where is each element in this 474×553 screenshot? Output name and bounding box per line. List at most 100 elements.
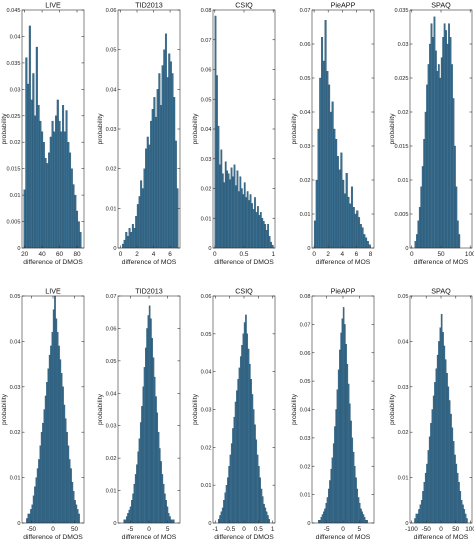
histogram-bars <box>313 20 371 249</box>
histogram-bar <box>51 120 54 249</box>
histogram-bar <box>350 186 354 249</box>
histogram-bar <box>164 33 167 249</box>
histogram-bar <box>325 502 328 524</box>
histogram-bar <box>454 145 456 249</box>
histogram-bar <box>459 491 462 524</box>
histogram-bar <box>337 369 340 524</box>
histogram-bar <box>319 77 322 249</box>
histogram-bar <box>418 207 421 249</box>
histogram-bar <box>415 234 418 249</box>
histogram-bar <box>48 152 51 249</box>
histogram-bar <box>357 497 360 524</box>
y-axis-label: probability <box>1 393 8 425</box>
histogram-bar <box>36 468 39 524</box>
histogram-bar <box>356 210 359 249</box>
y-axis-label: probability <box>97 393 104 425</box>
histogram-bar <box>59 359 62 524</box>
histogram-bar <box>261 218 264 249</box>
histogram-bar <box>332 443 335 524</box>
histogram-bar <box>237 191 240 249</box>
y-tick-label: 0.08 <box>300 294 311 300</box>
histogram-bar <box>444 359 447 524</box>
histogram-bar <box>317 128 320 249</box>
histogram-bar <box>230 443 233 524</box>
histogram-bar <box>47 368 50 524</box>
histogram-bar <box>315 179 318 249</box>
histogram-bar <box>427 450 430 524</box>
y-tick-label: 0.045 <box>7 8 21 14</box>
histogram-panel-4: 0 0.01 0.02 0.03 0.04 0.05 0.06 0.07 0 2 4 6 8 PieAPP… <box>291 1 375 266</box>
histogram-bar <box>336 156 339 249</box>
histogram-bar <box>43 409 46 524</box>
histogram-bar <box>263 503 265 524</box>
y-tick-label: 0.06 <box>106 326 117 332</box>
histogram-bar <box>236 390 238 524</box>
histogram-bar <box>160 461 162 524</box>
histogram-bar <box>260 488 263 524</box>
histogram-bar <box>171 519 174 524</box>
histogram-bar <box>223 500 225 524</box>
histogram-bar <box>458 481 460 524</box>
x-axis-label: difference of MOS <box>122 534 177 541</box>
histogram-bar <box>356 488 359 524</box>
y-tick-label: 0.07 <box>201 38 212 44</box>
x-tick-label: 50 <box>437 251 445 258</box>
histogram-bar <box>27 83 30 249</box>
y-tick-label: 0.02 <box>10 140 21 146</box>
chart-title: PieAPP <box>331 287 356 296</box>
histogram-bar <box>219 515 221 524</box>
histogram-bar <box>331 457 334 524</box>
x-tick-label: 2 <box>326 251 330 258</box>
y-tick-label: 0.07 <box>300 322 311 328</box>
histogram-bar <box>341 318 344 524</box>
histogram-bar <box>223 182 226 249</box>
histogram-bar <box>134 474 137 524</box>
y-tick-label: 0.02 <box>106 167 117 173</box>
histogram-bar <box>264 507 267 524</box>
y-tick-label: 0 <box>208 521 211 527</box>
histogram-bar <box>161 474 164 524</box>
histogram-bar <box>322 60 325 249</box>
histogram-bar <box>55 115 58 249</box>
histogram-bar <box>243 322 246 524</box>
y-tick-label: 0.06 <box>201 68 212 74</box>
histogram-bars <box>414 314 468 524</box>
y-tick-label: 0.03 <box>201 157 212 163</box>
histogram-bar <box>230 167 233 249</box>
histogram-bar <box>318 520 320 524</box>
histogram-bar <box>141 406 143 524</box>
histogram-bar <box>414 241 417 249</box>
histogram-bar <box>34 115 37 249</box>
histogram-bar <box>466 518 468 524</box>
histogram-bar <box>321 514 324 524</box>
histogram-bar <box>349 403 351 524</box>
histogram-bar <box>363 517 366 524</box>
histogram-bar <box>164 493 166 524</box>
histogram-bar <box>235 185 237 249</box>
y-tick-label: 0.035 <box>7 61 21 67</box>
histogram-bar <box>350 420 352 524</box>
y-tick-label: 0.03 <box>10 87 21 93</box>
histogram-bar <box>259 212 262 249</box>
x-tick-label: 8 <box>369 251 373 258</box>
histogram-bar <box>424 111 427 249</box>
histogram-bar <box>420 500 423 524</box>
histogram-bar <box>151 109 154 249</box>
histogram-bar <box>26 518 28 524</box>
y-axis-label: probability <box>192 393 199 425</box>
histogram-bar <box>123 239 126 249</box>
histogram-bar <box>329 111 332 249</box>
histogram-bar <box>464 513 467 524</box>
histogram-bar <box>220 149 223 249</box>
histogram-bar <box>362 514 365 524</box>
x-tick-label: 0 <box>341 526 345 533</box>
histogram-bar <box>452 441 455 524</box>
histogram-bar <box>357 217 361 249</box>
histogram-bar <box>48 354 51 524</box>
histogram-bar <box>169 516 171 524</box>
y-tick-label: 0.01 <box>106 489 117 495</box>
histogram-bar <box>363 234 366 249</box>
y-axis-label: probability <box>291 113 298 145</box>
histogram-bar <box>145 347 147 524</box>
histogram-bar <box>268 519 270 524</box>
